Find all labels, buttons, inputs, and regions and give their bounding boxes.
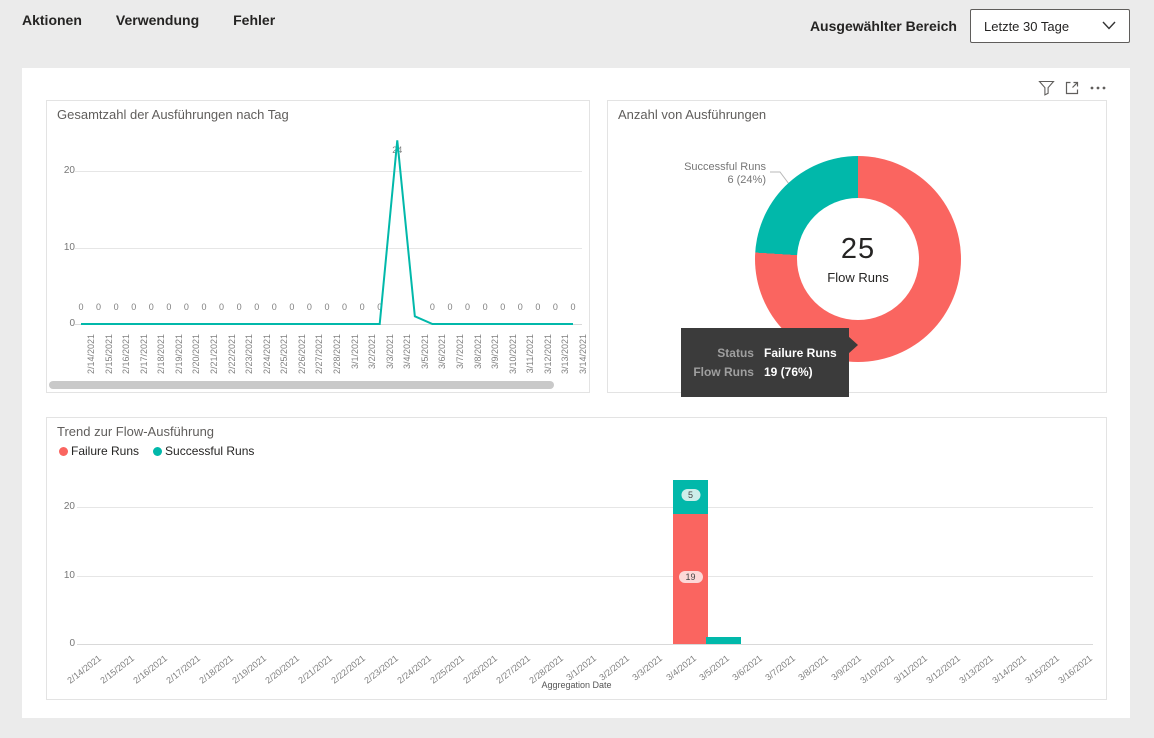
x-tick-label: 3/12/2021 bbox=[542, 334, 553, 375]
x-tick-label: 3/11/2021 bbox=[525, 334, 536, 374]
more-options-icon[interactable] bbox=[1089, 80, 1107, 96]
donut-slice-callout: Successful Runs 6 (24%) bbox=[684, 161, 766, 186]
x-tick-label: 2/22/2021 bbox=[226, 334, 237, 375]
bar-successful-runs[interactable] bbox=[706, 637, 742, 644]
gridline bbox=[75, 324, 582, 325]
y-tick-label: 0 bbox=[69, 318, 75, 329]
legend-item-failure[interactable]: Failure Runs bbox=[59, 444, 139, 458]
x-tick-label: 2/16/2021 bbox=[121, 334, 132, 375]
bar-data-label: 5 bbox=[681, 488, 701, 501]
x-tick-label: 2/23/2021 bbox=[244, 334, 255, 375]
x-tick-label: 3/4/2021 bbox=[402, 334, 413, 370]
tooltip: Status Failure Runs Flow Runs 19 (76%) bbox=[681, 328, 858, 397]
donut-chart-title: Anzahl von Ausführungen bbox=[618, 107, 767, 122]
bar-chart-title: Trend zur Flow-Ausführung bbox=[57, 424, 215, 439]
x-tick-label: 2/14/2021 bbox=[86, 334, 96, 375]
x-tick-label: 2/19/2021 bbox=[173, 334, 184, 375]
y-tick-label: 10 bbox=[63, 569, 75, 581]
gridline bbox=[75, 247, 582, 249]
x-tick-label: 2/21/2021 bbox=[208, 334, 219, 375]
bar-chart-card: Trend zur Flow-Ausführung Failure Runs S… bbox=[46, 417, 1107, 700]
horizontal-scrollbar[interactable] bbox=[49, 381, 554, 389]
date-range-value: Letzte 30 Tage bbox=[984, 18, 1070, 34]
tab-aktionen[interactable]: Aktionen bbox=[22, 12, 82, 28]
x-tick-label: 2/18/2021 bbox=[156, 334, 167, 375]
y-tick-label: 20 bbox=[63, 165, 75, 176]
data-point-label: 0 bbox=[78, 302, 84, 312]
donut-center-value: 25 bbox=[840, 233, 876, 265]
y-tick-label: 0 bbox=[69, 638, 75, 649]
date-range-group: Ausgewählter Bereich Letzte 30 Tage bbox=[810, 9, 1130, 43]
line-chart-title: Gesamtzahl der Ausführungen nach Tag bbox=[57, 107, 289, 122]
x-tick-label: 2/17/2021 bbox=[138, 334, 149, 375]
tooltip-arrow bbox=[848, 336, 858, 354]
x-tick-label: 3/2/2021 bbox=[367, 334, 378, 370]
tooltip-value: Failure Runs bbox=[763, 346, 837, 360]
data-point-label: 0 bbox=[377, 302, 383, 312]
top-navigation: Aktionen Verwendung Fehler bbox=[22, 12, 275, 28]
bar-data-label: 19 bbox=[678, 570, 703, 583]
x-tick-label: 2/27/2021 bbox=[314, 334, 325, 375]
line-chart-card: Gesamtzahl der Ausführungen nach Tag 20 1… bbox=[46, 100, 590, 393]
x-tick-label: 3/3/2021 bbox=[384, 334, 395, 370]
gridline bbox=[77, 507, 1093, 508]
x-tick-label: 2/20/2021 bbox=[191, 334, 202, 375]
x-tick-label: 3/1/2021 bbox=[349, 334, 360, 370]
legend-dot-successful bbox=[153, 446, 163, 456]
chevron-down-icon bbox=[1102, 17, 1116, 35]
filter-icon[interactable] bbox=[1038, 80, 1055, 96]
data-point-label: 0 bbox=[570, 302, 576, 312]
data-point-label: 24 bbox=[392, 145, 403, 155]
legend: Failure Runs Successful Runs bbox=[59, 444, 254, 458]
x-tick-label: 2/28/2021 bbox=[331, 334, 342, 375]
gridline bbox=[77, 644, 1093, 645]
gridline bbox=[75, 171, 582, 172]
gridline bbox=[77, 575, 1093, 577]
x-tick-label: 3/13/2021 bbox=[560, 334, 571, 375]
focus-mode-icon[interactable] bbox=[1064, 80, 1080, 96]
donut-center-label: Flow Runs bbox=[827, 270, 889, 285]
x-tick-label: 3/10/2021 bbox=[507, 334, 518, 375]
x-tick-label: 2/26/2021 bbox=[296, 334, 307, 375]
tooltip-value: 19 (76%) bbox=[763, 365, 813, 379]
tab-fehler[interactable]: Fehler bbox=[233, 12, 276, 28]
y-tick-label: 20 bbox=[63, 501, 75, 512]
y-tick-label: 10 bbox=[63, 241, 75, 253]
x-tick-label: 2/15/2021 bbox=[103, 334, 114, 375]
donut-center: 25 Flow Runs bbox=[797, 198, 919, 320]
tab-verwendung[interactable]: Verwendung bbox=[115, 12, 200, 28]
x-tick-label: 3/8/2021 bbox=[472, 334, 483, 370]
date-range-label: Ausgewählter Bereich bbox=[809, 18, 957, 34]
x-tick-label: 3/6/2021 bbox=[437, 334, 448, 370]
tooltip-label: Status bbox=[717, 346, 754, 360]
date-range-dropdown[interactable]: Letzte 30 Tage bbox=[970, 9, 1130, 43]
dashboard-panel: Gesamtzahl der Ausführungen nach Tag 20 1… bbox=[22, 68, 1130, 718]
x-tick-label: 3/5/2021 bbox=[419, 334, 430, 370]
x-tick-label: 3/14/2021 bbox=[577, 334, 588, 375]
tooltip-label: Flow Runs bbox=[693, 365, 754, 379]
legend-dot-failure bbox=[59, 446, 68, 456]
donut-chart[interactable]: 25 Flow Runs bbox=[755, 156, 961, 362]
visual-toolbar bbox=[1038, 80, 1107, 96]
x-axis-title: Aggregation Date bbox=[541, 680, 612, 690]
x-tick-label: 3/7/2021 bbox=[454, 334, 465, 370]
x-tick-label: 2/25/2021 bbox=[279, 334, 290, 375]
x-tick-label: 3/9/2021 bbox=[490, 334, 501, 370]
x-tick-label: 2/24/2021 bbox=[261, 334, 272, 375]
legend-item-successful[interactable]: Successful Runs bbox=[153, 444, 254, 458]
